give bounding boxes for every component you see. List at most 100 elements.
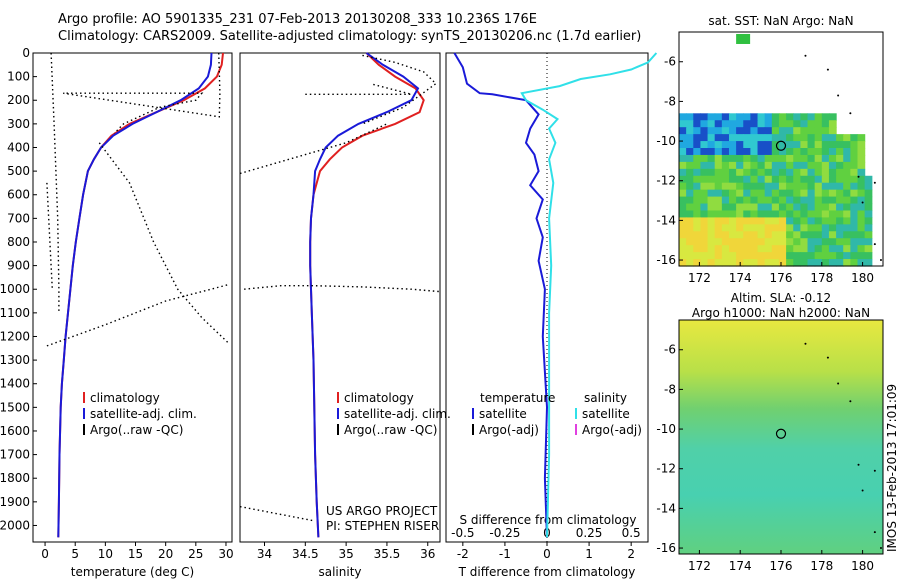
sla-map-title-2: Argo h1000: NaN h2000: NaN xyxy=(692,306,870,320)
sst-cell xyxy=(864,238,873,246)
sst-cell xyxy=(721,161,730,170)
sst-cell xyxy=(807,196,816,205)
island-dot xyxy=(849,112,852,115)
sst-cell xyxy=(807,148,816,156)
sst-cell xyxy=(714,189,723,198)
sst-cell xyxy=(750,113,759,121)
x-tick-label: 10 xyxy=(98,547,113,561)
sst-cell xyxy=(800,245,809,253)
sst-cell xyxy=(793,196,801,205)
difference-legend-0-label: satellite xyxy=(479,407,527,421)
y-tick-label: 1100 xyxy=(0,306,30,320)
sla-x-tick-label: 172 xyxy=(688,559,711,573)
sst-cell xyxy=(814,127,823,135)
sst-cell xyxy=(793,259,801,267)
sst-cell xyxy=(786,154,794,163)
sst-cell xyxy=(807,238,816,246)
sst-cell xyxy=(707,134,716,142)
sst-cell xyxy=(686,259,694,267)
sst-cell xyxy=(736,252,744,260)
series-line-temperature-5 xyxy=(46,283,230,347)
sst-y-tick-label: -12 xyxy=(656,174,676,188)
sst-cell xyxy=(714,134,723,142)
sla-x-tick-label: 176 xyxy=(770,559,793,573)
sst-cell xyxy=(814,189,823,198)
sst-cell xyxy=(743,148,751,156)
sst-cell xyxy=(843,175,851,184)
sst-cell xyxy=(821,189,830,198)
sst-cell xyxy=(793,120,801,128)
sst-cell xyxy=(807,224,816,232)
sst-cell xyxy=(807,154,816,163)
series-line-temperature-3 xyxy=(50,52,60,313)
sst-cell xyxy=(743,231,751,239)
sst-cell xyxy=(800,154,809,163)
sst-cell xyxy=(707,154,716,163)
sst-x-tick-label: 176 xyxy=(770,271,793,285)
x-tick-label: 36 xyxy=(420,547,435,561)
sst-cell xyxy=(807,168,816,177)
sst-cell xyxy=(764,217,773,225)
sst-cell xyxy=(764,259,773,267)
sst-cell xyxy=(778,182,787,191)
sst-cell xyxy=(721,224,730,232)
sst-cell xyxy=(750,141,759,149)
sst-cell xyxy=(679,252,687,260)
sst-cell xyxy=(693,245,702,253)
sst-cell xyxy=(786,175,794,184)
sst-cell xyxy=(757,210,766,219)
sst-cell xyxy=(814,238,823,246)
sst-cell xyxy=(757,161,766,170)
sst-cell xyxy=(757,134,766,142)
sst-cell xyxy=(778,113,787,121)
sst-cell xyxy=(743,189,751,198)
sst-cell xyxy=(764,148,773,156)
sst-cell xyxy=(686,113,694,121)
sst-cell xyxy=(821,210,830,219)
sst-cell xyxy=(821,141,830,149)
island-dot xyxy=(861,201,864,204)
temperature-legend-1-label: satellite-adj. clim. xyxy=(90,407,197,421)
sst-cell xyxy=(864,196,873,205)
sst-cell xyxy=(721,189,730,198)
sst-cell xyxy=(821,161,830,170)
sst-cell xyxy=(757,203,766,212)
sst-cell xyxy=(743,182,751,191)
sst-cell xyxy=(728,231,737,239)
sst-cell xyxy=(679,231,687,239)
island-dot xyxy=(861,489,864,492)
sst-cell xyxy=(700,210,709,219)
sst-cell xyxy=(828,148,837,156)
sst-cell xyxy=(778,259,787,267)
sst-cell xyxy=(857,141,866,149)
sst-cell xyxy=(686,161,694,170)
sst-cell xyxy=(778,141,787,149)
sst-cell xyxy=(743,154,751,163)
sst-cell xyxy=(693,189,702,198)
sst-y-tick-label: -16 xyxy=(656,253,676,267)
sst-cell xyxy=(736,134,744,142)
sst-cell xyxy=(836,245,844,253)
sst-cell xyxy=(707,161,716,170)
sst-cell xyxy=(864,259,873,267)
sst-cell xyxy=(750,210,759,219)
sst-cell xyxy=(821,113,830,121)
y-tick-label: 1900 xyxy=(0,495,30,509)
sst-cell xyxy=(793,141,801,149)
sst-cell xyxy=(836,189,844,198)
sst-cell xyxy=(850,196,859,205)
sst-cell xyxy=(736,203,744,212)
sst-cell xyxy=(693,203,702,212)
sst-cell xyxy=(800,217,809,225)
sst-cell xyxy=(836,231,844,239)
sst-cell xyxy=(700,217,709,225)
sst-cell xyxy=(800,203,809,212)
sst-cell xyxy=(736,238,744,246)
sst-cell xyxy=(864,217,873,225)
sst-cell xyxy=(800,148,809,156)
sst-cell xyxy=(793,148,801,156)
island-dot xyxy=(873,469,876,472)
sst-cell xyxy=(686,182,694,191)
sst-cell xyxy=(821,196,830,205)
sla-y-tick-label: -12 xyxy=(656,462,676,476)
